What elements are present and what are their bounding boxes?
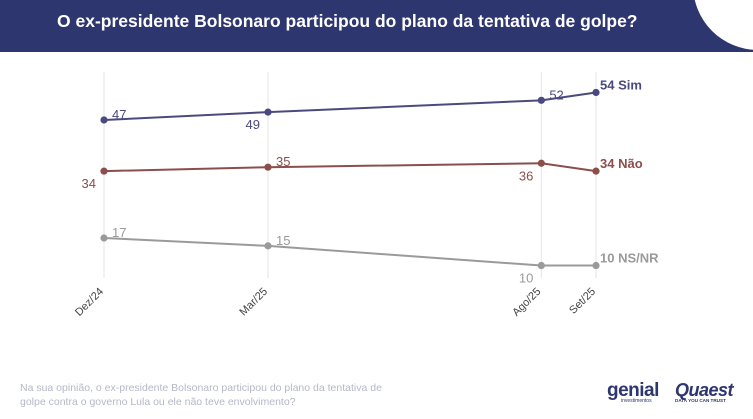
x-tick-label: Mar/25 — [237, 286, 270, 319]
data-point — [592, 88, 600, 97]
series-end-label: 54 Sim — [600, 77, 642, 92]
series-end-label: 34 Não — [600, 156, 643, 171]
chart-title: O ex-presidente Bolsonaro participou do … — [57, 11, 638, 31]
data-point — [100, 167, 108, 175]
series-end-label: 10 NS/NR — [600, 251, 659, 266]
data-label: 34 — [82, 176, 96, 191]
data-point — [264, 108, 272, 116]
x-tick-label: Dez/24 — [73, 286, 106, 319]
data-point — [537, 96, 545, 104]
data-point — [537, 159, 545, 167]
data-label: 36 — [519, 168, 533, 183]
series-line-nsnr — [103, 237, 596, 267]
data-label: 35 — [276, 154, 290, 169]
data-label: 52 — [549, 87, 563, 102]
genial-logo: genial investimentos — [607, 380, 659, 404]
x-tick-label: Ago/25 — [510, 286, 543, 319]
series-line-sim — [103, 91, 597, 121]
data-point — [264, 242, 272, 250]
data-point — [592, 261, 600, 270]
data-point — [264, 163, 272, 171]
quaest-logo: Quaest DATA YOU CAN TRUST — [675, 380, 734, 403]
series-line-no — [103, 162, 597, 173]
footnote: Na sua opinião, o ex-presidente Bolsonar… — [20, 382, 382, 408]
x-tick-label: Set/25 — [567, 286, 598, 317]
data-point — [100, 234, 108, 242]
data-label: 17 — [112, 225, 126, 240]
data-point — [537, 261, 545, 270]
data-point — [100, 116, 108, 124]
data-point — [592, 167, 600, 175]
data-label: 49 — [246, 117, 260, 132]
line-chart: Dez/24 Mar/25 Ago/25 Set/25 47 49 52 54 Sim 34 35… — [73, 72, 659, 319]
header-corner-decoration — [663, 0, 753, 52]
data-label: 15 — [276, 233, 290, 248]
data-label: 10 — [519, 271, 533, 286]
header-bar: O ex-presidente Bolsonaro participou do … — [0, 0, 753, 52]
data-label: 47 — [112, 107, 126, 122]
